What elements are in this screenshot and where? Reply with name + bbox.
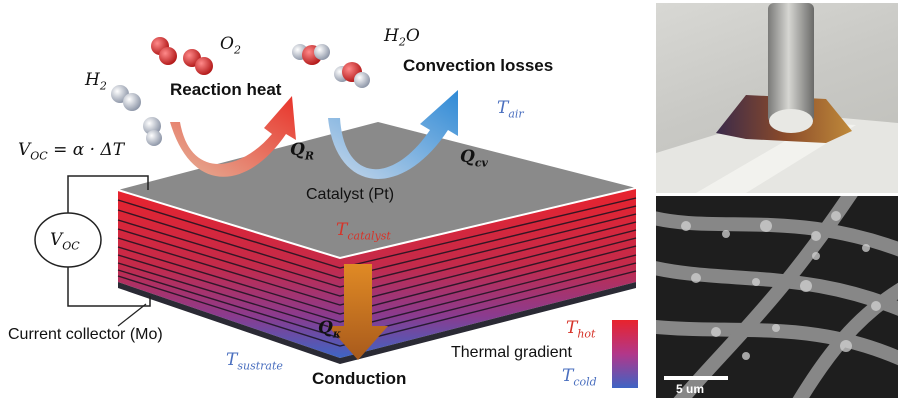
- circuit-wire-top: [67, 175, 149, 213]
- label-thermal-gradient: Thermal gradient: [451, 344, 572, 361]
- label-conduction: Conduction: [312, 369, 407, 388]
- o2-molecule-2: [183, 49, 213, 75]
- label-h2o: H2O: [384, 26, 420, 49]
- catalyst-top-face: [118, 122, 636, 258]
- label-current-collector: Current collector (Mo): [8, 326, 163, 343]
- sem-micrograph: [656, 196, 898, 398]
- h2o-molecule-1: [292, 44, 330, 65]
- h2-molecule-2: [143, 117, 162, 146]
- current-collector-layer: [118, 282, 636, 364]
- h2o-molecule-2: [334, 62, 370, 88]
- label-h2: H2: [85, 70, 107, 93]
- scale-bar-label: 5 um: [676, 382, 705, 396]
- label-voc-equation: VOC = α · ΔT: [18, 140, 125, 163]
- label-convection-losses: Convection losses: [403, 56, 554, 75]
- label-q-cv: Qcv: [460, 147, 488, 170]
- label-t-air: Tair: [497, 98, 524, 121]
- device-photo: [656, 3, 898, 193]
- voc-meter-circle: [34, 212, 102, 268]
- label-reaction-heat: Reaction heat: [170, 80, 282, 99]
- conduction-arrow: [328, 264, 388, 360]
- convection-losses-arrow: [328, 90, 458, 179]
- label-catalyst: Catalyst (Pt): [306, 186, 395, 203]
- h2-molecule-1: [111, 85, 141, 111]
- circuit-wire-bottom: [67, 263, 151, 307]
- label-t-hot: Thot: [566, 318, 596, 341]
- label-voc-meter: VOC: [50, 230, 80, 253]
- label-q-kappa: Qκ: [318, 318, 342, 341]
- label-t-sustrate: Tsustrate: [226, 350, 283, 373]
- block-right-face: [340, 188, 636, 358]
- label-t-catalyst: Tcatalyst: [336, 220, 391, 243]
- current-collector-pointer: [117, 303, 147, 327]
- label-t-cold: Tcold: [562, 366, 597, 389]
- o2-molecule-1: [151, 37, 177, 65]
- block-left-face: [118, 190, 340, 358]
- label-q-r: QR: [290, 140, 314, 163]
- thermal-gradient-colorbar: [612, 320, 638, 388]
- label-o2: O2: [220, 34, 241, 57]
- reaction-heat-arrow: [170, 96, 296, 177]
